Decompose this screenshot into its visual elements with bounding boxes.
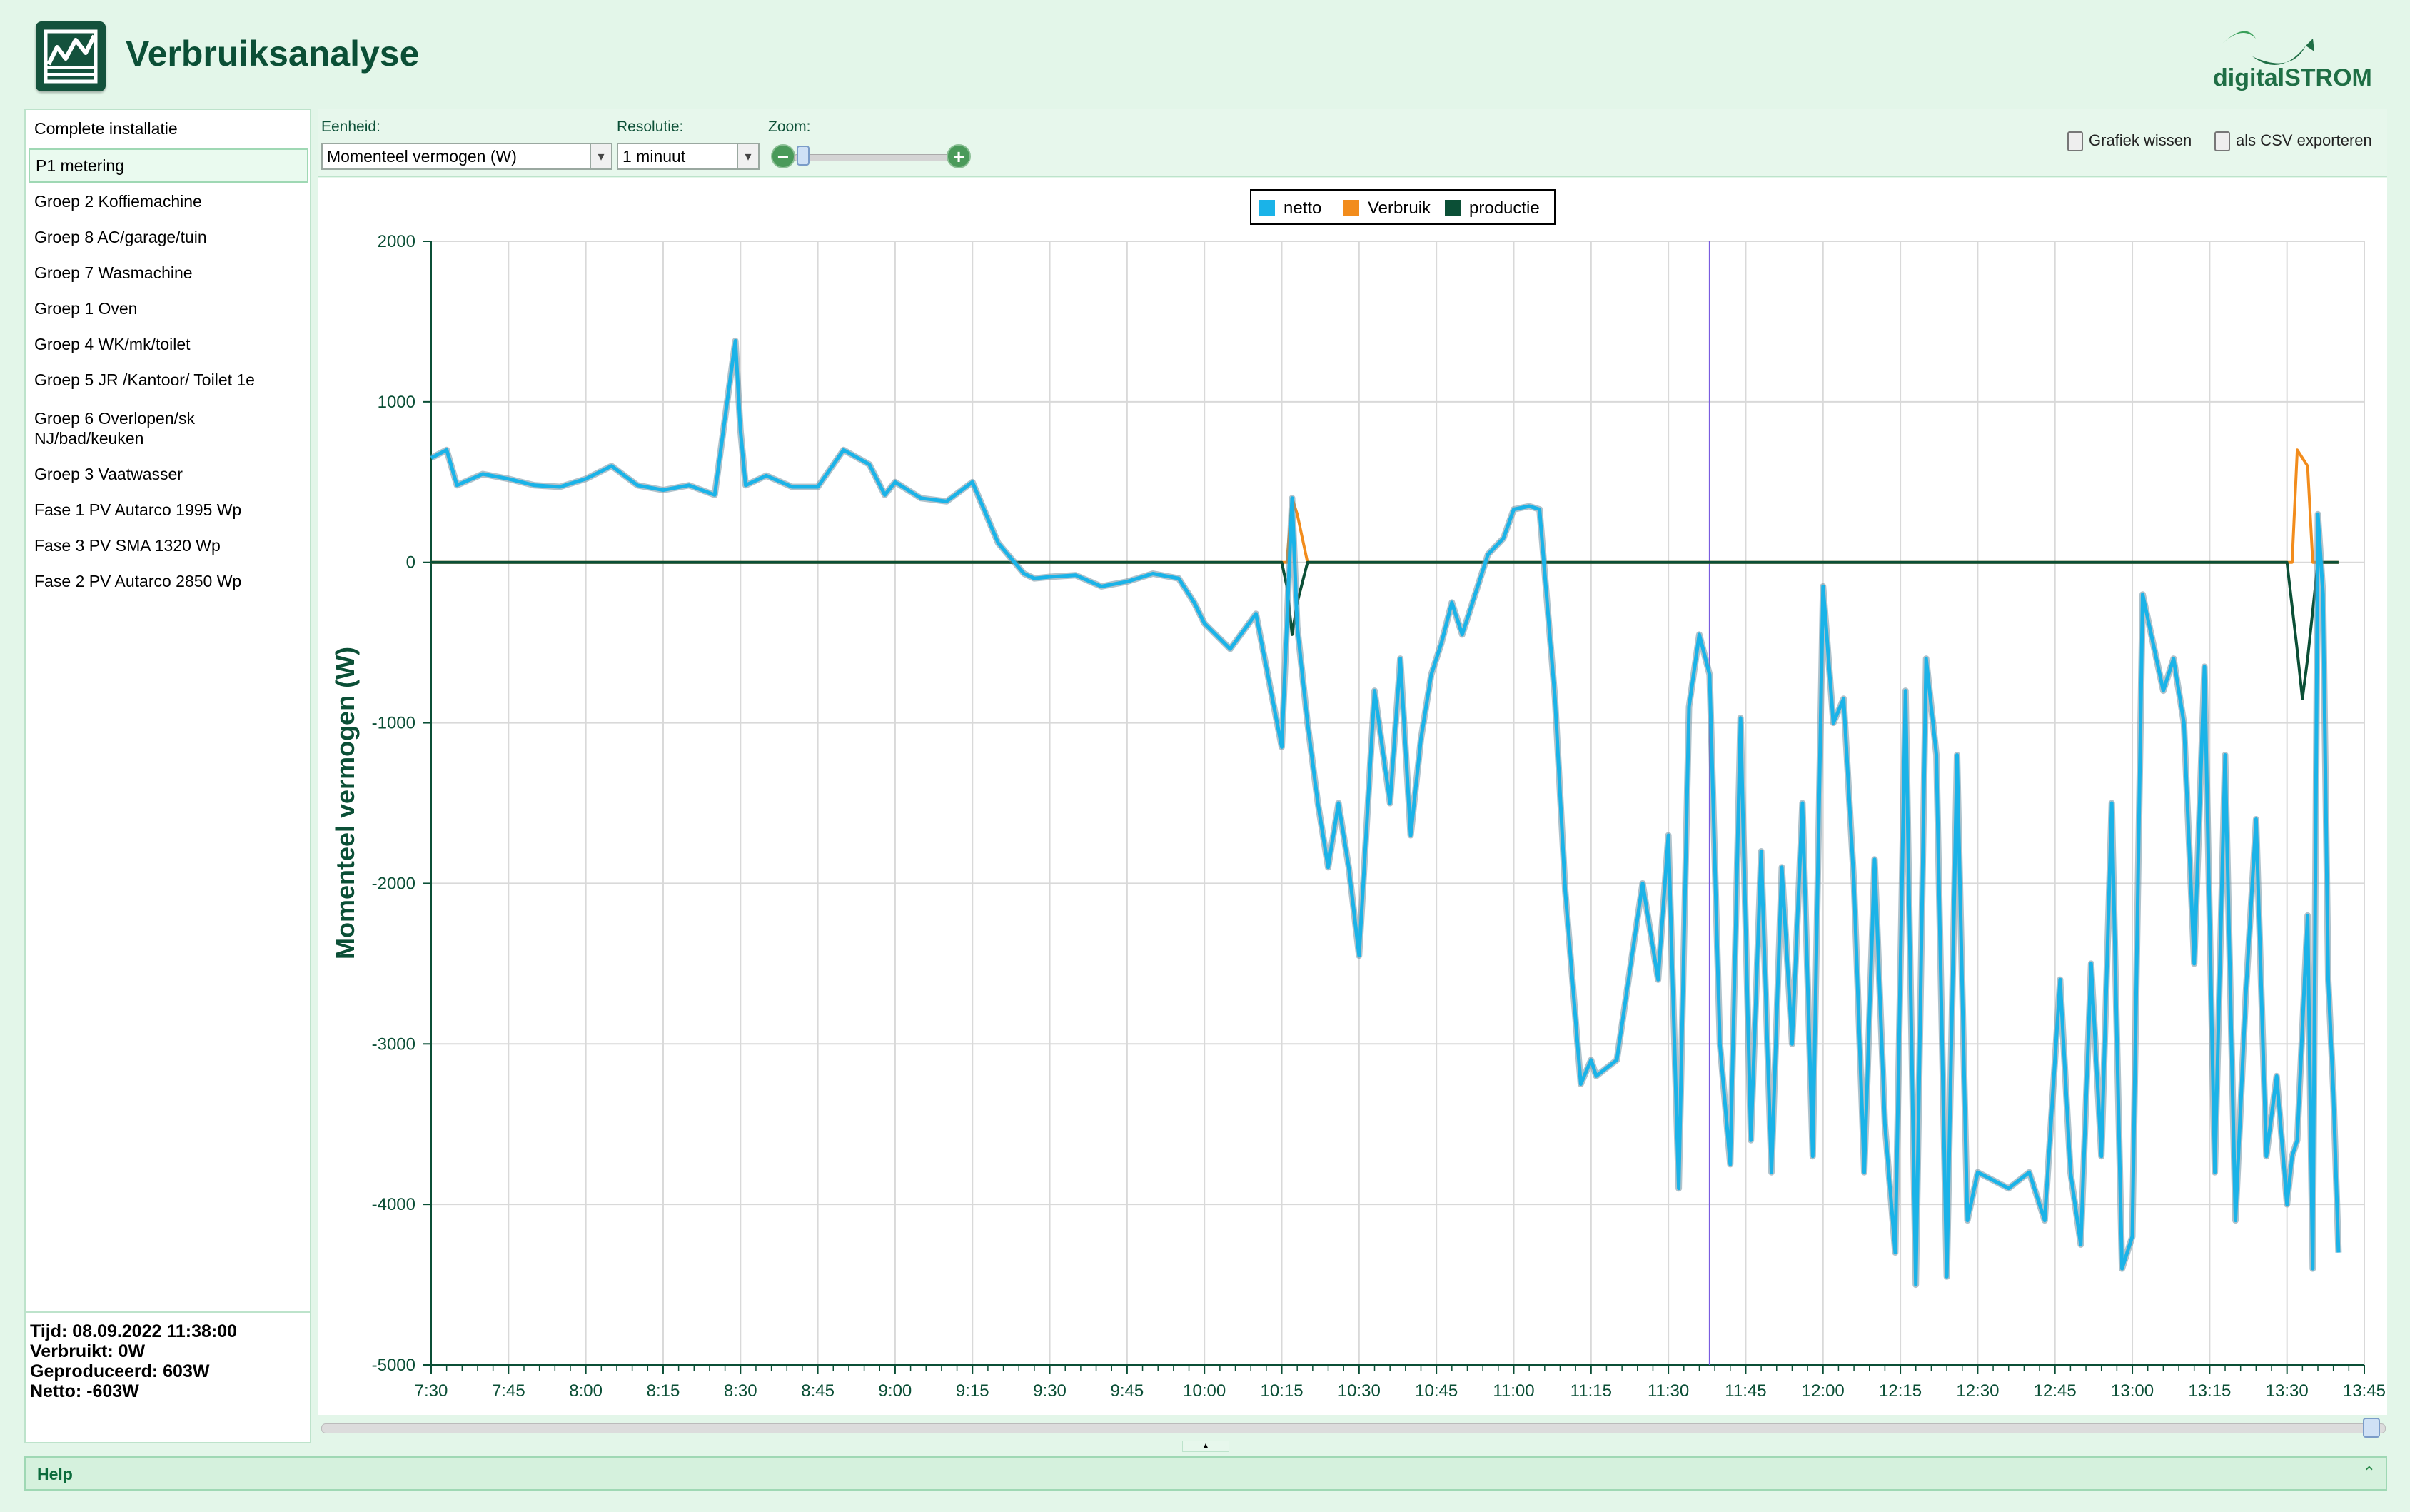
unit-select[interactable]: Momenteel vermogen (W) ▾	[321, 143, 612, 170]
app-header: Verbruiksanalyse digitalSTROM	[0, 0, 2410, 107]
info-used: Verbruikt: 0W	[30, 1341, 146, 1361]
analysis-icon	[36, 21, 106, 91]
x-tick-label: 11:00	[1493, 1381, 1534, 1401]
legend-swatch-productie	[1445, 200, 1461, 216]
sidebar-item-groep-7[interactable]: Groep 7 Wasmachine	[34, 263, 193, 282]
zoom-out-icon[interactable]: −	[771, 144, 795, 168]
brand-logo-icon	[2206, 17, 2384, 96]
resolution-select-value: 1 minuut	[622, 147, 686, 166]
sidebar: Complete installatie P1 metering Groep 2…	[24, 109, 311, 1443]
x-tick-label: 11:15	[1570, 1381, 1612, 1401]
y-tick-label: 1000	[378, 393, 415, 412]
x-tick-label: 12:15	[1879, 1381, 1922, 1401]
cursor-info-box: Tijd: 08.09.2022 11:38:00 Verbruikt: 0W …	[26, 1311, 310, 1443]
sidebar-item-groep-1[interactable]: Groep 1 Oven	[34, 299, 138, 318]
sidebar-item-groep-5[interactable]: Groep 5 JR /Kantoor/ Toilet 1e	[34, 371, 255, 389]
export-csv-button[interactable]: als CSV exporteren	[2214, 131, 2372, 152]
info-time: Tijd: 08.09.2022 11:38:00	[30, 1321, 238, 1341]
x-tick-label: 12:30	[1956, 1381, 1999, 1401]
legend-label-netto: netto	[1284, 198, 1321, 218]
x-tick-label: 13:45	[2343, 1381, 2386, 1401]
x-tick-label: 12:45	[2034, 1381, 2077, 1401]
trash-icon	[2067, 131, 2083, 152]
x-tick-label: 13:15	[2188, 1381, 2231, 1401]
x-tick-label: 9:15	[956, 1381, 989, 1401]
x-tick-label: 12:00	[1802, 1381, 1845, 1401]
sidebar-item-groep-4[interactable]: Groep 4 WK/mk/toilet	[34, 335, 191, 353]
x-tick-label: 10:30	[1338, 1381, 1381, 1401]
resolution-label: Resolutie:	[617, 119, 684, 135]
legend	[1250, 189, 1556, 225]
x-tick-label: 10:00	[1183, 1381, 1226, 1401]
x-tick-label: 7:30	[415, 1381, 448, 1401]
clear-chart-button[interactable]: Grafiek wissen	[2067, 131, 2192, 152]
x-tick-label: 8:30	[724, 1381, 757, 1401]
y-tick-label: 2000	[378, 232, 415, 251]
x-tick-label: 11:45	[1725, 1381, 1766, 1401]
zoom-slider[interactable]	[794, 154, 965, 161]
x-tick-label: 7:45	[492, 1381, 525, 1401]
sidebar-item-fase-3[interactable]: Fase 3 PV SMA 1320 Wp	[34, 536, 221, 555]
x-tick-label: 8:00	[569, 1381, 602, 1401]
sidebar-item-p1-metering[interactable]: P1 metering	[29, 148, 308, 183]
y-tick-label: -4000	[372, 1195, 415, 1214]
power-chart[interactable]: 7:30 7:45 8:00 8:15 8:30 8:45 9:00 9:15 9:30 9:45…	[318, 178, 2387, 1415]
sidebar-item-fase-1[interactable]: Fase 1 PV Autarco 1995 Wp	[34, 500, 242, 519]
info-net: Netto: -603W	[30, 1381, 139, 1401]
legend-swatch-verbruik	[1343, 200, 1359, 216]
y-tick-label: -3000	[372, 1034, 415, 1054]
legend-swatch-netto	[1259, 200, 1275, 216]
resolution-select[interactable]: 1 minuut ▾	[617, 143, 760, 170]
collapse-toggle[interactable]: ▲	[1182, 1441, 1229, 1452]
help-label: Help	[37, 1465, 73, 1483]
sidebar-item-groep-8[interactable]: Groep 8 AC/garage/tuin	[34, 228, 207, 246]
legend-label-productie: productie	[1469, 198, 1540, 218]
chevron-down-icon[interactable]: ▾	[737, 144, 758, 168]
page-title: Verbruiksanalyse	[126, 34, 420, 74]
zoom-in-icon[interactable]: +	[947, 144, 971, 168]
y-axis-label: Momenteel vermogen (W)	[331, 647, 360, 959]
sidebar-item-complete-installatie[interactable]: Complete installatie	[34, 119, 178, 138]
y-tick-label: 0	[406, 553, 415, 573]
series-line-netto	[430, 338, 2341, 1287]
expand-icon[interactable]: ⌃	[2362, 1463, 2376, 1481]
chart-toolbar: Eenheid: Momenteel vermogen (W) ▾ Resolu…	[318, 109, 2387, 177]
x-tick-label: 10:15	[1260, 1381, 1303, 1401]
zoom-label: Zoom:	[768, 119, 811, 135]
x-tick-label: 13:30	[2266, 1381, 2309, 1401]
help-bar[interactable]: Help ⌃	[24, 1456, 2387, 1491]
unit-select-value: Momenteel vermogen (W)	[327, 147, 517, 166]
time-scrollbar[interactable]	[321, 1423, 2386, 1433]
y-tick-label: -1000	[372, 714, 415, 733]
brand-name: digitalSTROM	[2213, 64, 2372, 91]
x-tick-label: 8:15	[647, 1381, 680, 1401]
sidebar-item-groep-6[interactable]: Groep 6 Overlopen/sk NJ/bad/keuken	[34, 409, 196, 448]
y-tick-label: -5000	[372, 1356, 415, 1375]
y-tick-label: -2000	[372, 874, 415, 893]
document-icon	[2214, 131, 2230, 152]
x-tick-label: 13:00	[2111, 1381, 2154, 1401]
x-tick-label: 9:00	[879, 1381, 912, 1401]
legend-label-verbruik: Verbruik	[1368, 198, 1431, 218]
time-scrollbar-handle[interactable]	[2363, 1418, 2380, 1438]
series-line-productie	[431, 560, 2339, 700]
info-produced: Geproduceerd: 603W	[30, 1361, 210, 1381]
zoom-slider-handle[interactable]	[797, 146, 810, 166]
chart-panel: 7:30 7:45 8:00 8:15 8:30 8:45 9:00 9:15 9:30 9:45…	[318, 178, 2387, 1415]
x-tick-label: 8:45	[801, 1381, 835, 1401]
x-tick-label: 11:30	[1648, 1381, 1689, 1401]
sidebar-item-fase-2[interactable]: Fase 2 PV Autarco 2850 Wp	[34, 572, 242, 590]
chevron-down-icon[interactable]: ▾	[590, 144, 611, 168]
x-tick-label: 9:30	[1033, 1381, 1067, 1401]
x-tick-label: 9:45	[1111, 1381, 1144, 1401]
unit-label: Eenheid:	[321, 119, 380, 135]
x-tick-label: 10:45	[1415, 1381, 1458, 1401]
sidebar-item-groep-3[interactable]: Groep 3 Vaatwasser	[34, 465, 183, 483]
sidebar-item-groep-2[interactable]: Groep 2 Koffiemachine	[34, 192, 202, 211]
